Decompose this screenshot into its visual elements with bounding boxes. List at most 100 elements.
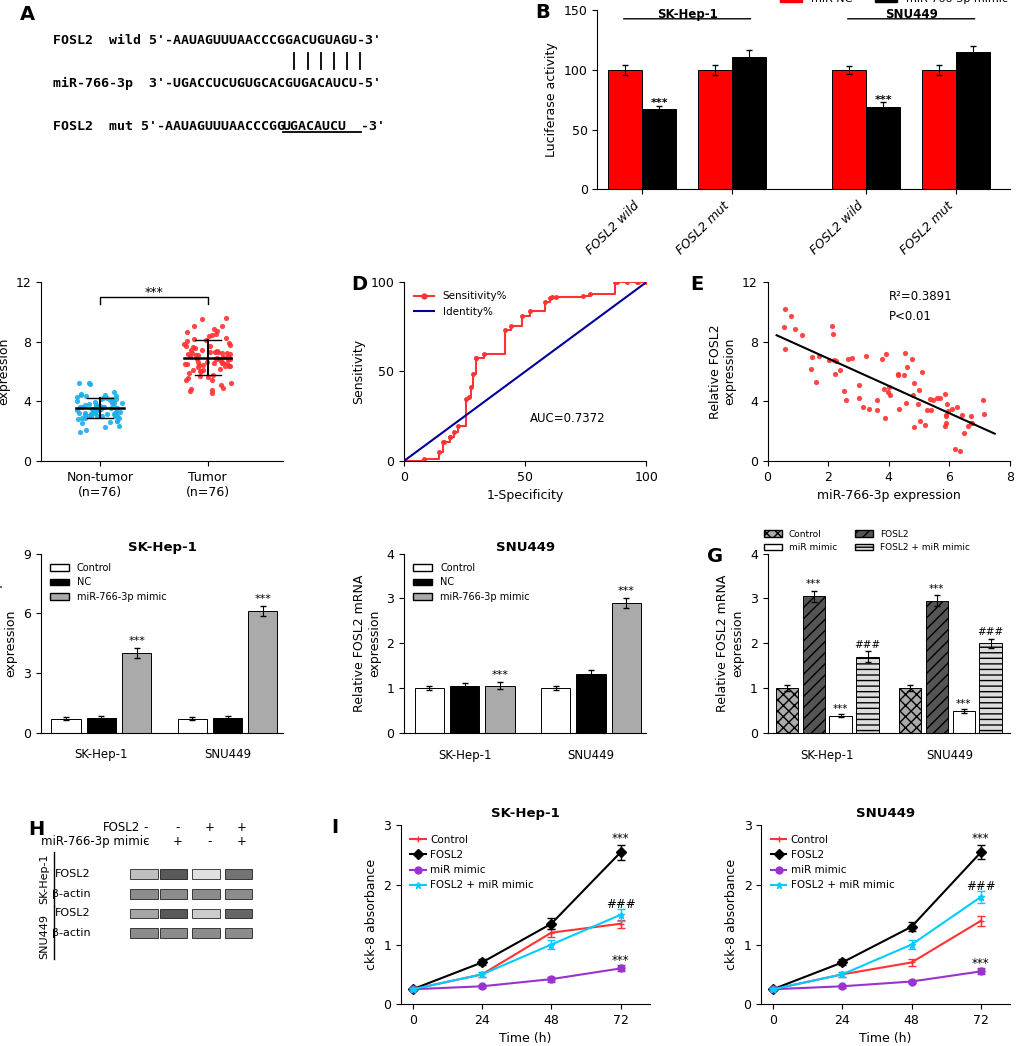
Point: [90, 399, 106, 415]
Text: ***: ***: [955, 699, 970, 709]
Point: [178, 356, 195, 372]
FOSL2 + miR mimic: [766, 983, 779, 996]
Bar: [540, 688, 570, 732]
Bar: [611, 602, 640, 732]
Text: ###: ###: [976, 628, 1003, 637]
X-axis label: miR-766-3p expression: miR-766-3p expression: [816, 490, 960, 502]
Bar: [865, 107, 900, 189]
Point: [182, 381, 199, 397]
Bar: [697, 70, 732, 189]
Point: [181, 347, 198, 364]
Y-axis label: Relative FOSL2 mRNA
expression: Relative FOSL2 mRNA expression: [715, 574, 744, 712]
Point: [105, 394, 121, 411]
Point: [108, 391, 124, 408]
Point: [924, 392, 941, 409]
Title: SK-Hep-1: SK-Hep-1: [127, 541, 196, 553]
Point: [95, 399, 111, 415]
Point: [221, 336, 237, 353]
Text: SNU449: SNU449: [204, 748, 251, 761]
Y-axis label: Sensitivity: Sensitivity: [352, 339, 365, 404]
Bar: [87, 718, 116, 732]
Point: [209, 322, 225, 339]
Point: [875, 381, 892, 397]
Point: [935, 386, 952, 403]
Line: Control: Control: [768, 917, 983, 993]
Point: [107, 387, 123, 404]
Point: [194, 342, 210, 359]
Point: [110, 417, 126, 434]
Point: [176, 356, 193, 372]
miR mimic: [544, 973, 556, 985]
Point: [99, 389, 115, 406]
Point: [185, 317, 202, 334]
Point: [879, 384, 896, 401]
Point: [184, 339, 201, 356]
Bar: [193, 869, 219, 879]
Bar: [924, 600, 947, 732]
Bar: [832, 70, 865, 189]
Point: [905, 418, 921, 435]
Bar: [224, 889, 252, 899]
Point: [921, 390, 937, 407]
Point: [936, 407, 953, 424]
Point: [71, 374, 88, 391]
Point: [201, 327, 217, 344]
Point: [222, 358, 238, 374]
Bar: [607, 70, 642, 189]
Point: [108, 405, 124, 422]
Point: [106, 408, 122, 425]
Point: [204, 327, 220, 344]
Control: [766, 983, 779, 996]
Text: -: -: [143, 821, 147, 834]
Point: [192, 363, 208, 380]
Legend: Control, NC, miR-766-3p mimic: Control, NC, miR-766-3p mimic: [46, 559, 170, 606]
Bar: [160, 909, 187, 918]
Legend: Control, NC, miR-766-3p mimic: Control, NC, miR-766-3p mimic: [409, 559, 533, 606]
Y-axis label: Luciferase activity: Luciferase activity: [545, 43, 557, 157]
Point: [890, 401, 906, 417]
Text: SK-Hep-1: SK-Hep-1: [74, 748, 128, 761]
FOSL2 + miR mimic: [974, 890, 986, 903]
Bar: [213, 718, 242, 732]
Point: [114, 394, 130, 411]
Point: [106, 383, 122, 400]
Point: [76, 410, 93, 427]
Text: D: D: [351, 275, 367, 294]
Point: [810, 348, 826, 365]
Control: [407, 983, 419, 996]
Point: [82, 376, 98, 392]
Point: [206, 355, 222, 371]
Line: miR mimic: miR mimic: [409, 965, 624, 993]
Point: [857, 348, 873, 365]
Bar: [898, 688, 920, 732]
Point: [860, 401, 876, 417]
Point: [217, 329, 233, 346]
Text: FOSL2: FOSL2: [55, 909, 91, 918]
Point: [214, 317, 230, 334]
Point: [193, 363, 209, 380]
Bar: [193, 889, 219, 899]
Point: [962, 408, 978, 425]
Point: [868, 402, 884, 418]
Point: [212, 353, 228, 369]
Point: [931, 390, 948, 407]
Point: [72, 386, 89, 403]
miR mimic: [613, 962, 626, 975]
Point: [206, 321, 222, 338]
Point: [218, 345, 234, 362]
Text: ***: ***: [145, 286, 163, 298]
Point: [84, 406, 100, 423]
Point: [191, 359, 207, 376]
Bar: [774, 688, 797, 732]
Point: [897, 395, 913, 412]
Bar: [160, 889, 187, 899]
FOSL2: [905, 920, 917, 933]
Point: [204, 382, 220, 399]
Text: +: +: [236, 821, 247, 834]
Point: [191, 357, 207, 373]
Point: [802, 360, 818, 377]
Line: FOSL2 + miR mimic: FOSL2 + miR mimic: [409, 911, 624, 993]
Point: [205, 367, 221, 384]
FOSL2 + miR mimic: [905, 938, 917, 951]
Point: [850, 378, 866, 394]
